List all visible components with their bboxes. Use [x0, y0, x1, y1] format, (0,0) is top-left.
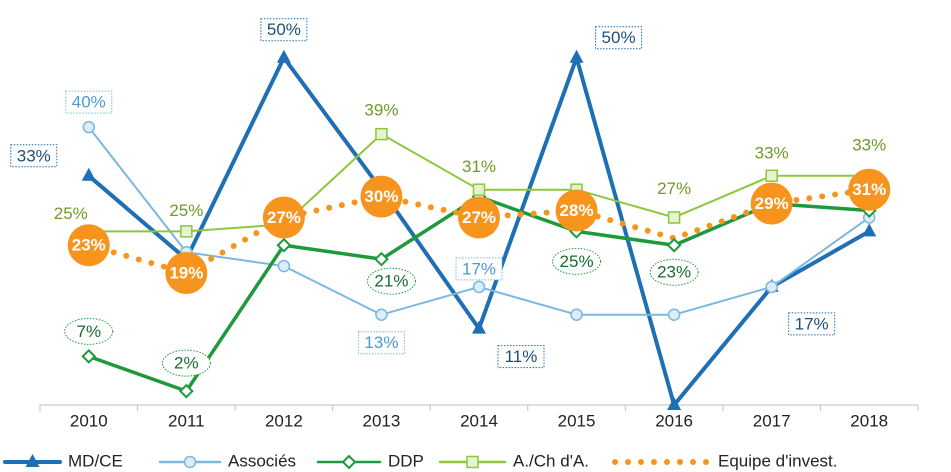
- data-label: 27%: [267, 208, 301, 227]
- data-label: 23%: [657, 263, 691, 282]
- label-box: [357, 331, 405, 355]
- marker: [276, 49, 291, 63]
- x-tick-label: 2012: [265, 411, 303, 430]
- data-label: 29%: [755, 194, 789, 213]
- marker: [375, 127, 388, 141]
- data-label: 17%: [795, 314, 829, 333]
- data-label: 33%: [17, 146, 51, 165]
- x-tick-label: 2011: [168, 411, 205, 430]
- marker: [374, 251, 389, 267]
- label-ellipse: [161, 349, 211, 377]
- marker: [25, 454, 40, 467]
- data-label: 27%: [462, 208, 496, 227]
- data-label: 13%: [364, 333, 398, 352]
- x-tick-label: 2018: [850, 411, 888, 430]
- x-tick-label: 2017: [753, 411, 791, 430]
- data-label: 40%: [72, 93, 106, 112]
- data-label: 25%: [169, 201, 203, 220]
- data-label: 39%: [364, 101, 398, 120]
- label-bubble: [750, 182, 793, 225]
- label-ellipse: [64, 317, 114, 345]
- data-label: 11%: [505, 347, 538, 366]
- marker: [667, 211, 681, 224]
- marker: [276, 237, 292, 253]
- label-bubble: [555, 189, 598, 232]
- label-box: [65, 90, 113, 114]
- data-label: 30%: [364, 187, 398, 206]
- label-bubble: [262, 196, 305, 239]
- data-label: 27%: [657, 179, 691, 198]
- marker: [666, 237, 682, 253]
- legend-label: Associés: [228, 451, 296, 470]
- label-box: [10, 144, 58, 168]
- x-tick-label: 2016: [655, 411, 693, 430]
- marker: [466, 455, 479, 469]
- data-label: 7%: [76, 322, 101, 341]
- marker: [81, 167, 96, 181]
- label-bubble: [67, 224, 110, 267]
- data-label: 33%: [755, 143, 789, 162]
- label-bubble: [458, 196, 500, 239]
- legend-label: MD/CE: [68, 451, 123, 470]
- marker: [183, 455, 197, 469]
- x-tick-label: 2015: [558, 411, 596, 430]
- data-label: 21%: [374, 272, 408, 291]
- label-box: [595, 26, 643, 50]
- marker: [765, 280, 778, 294]
- legend-label: Equipe d'invest.: [718, 451, 838, 470]
- data-label: 50%: [602, 28, 636, 47]
- data-label: 25%: [560, 252, 594, 271]
- x-tick-label: 2010: [70, 411, 108, 430]
- data-label: 31%: [852, 180, 886, 199]
- marker: [180, 225, 193, 238]
- label-ellipse: [552, 247, 602, 275]
- label-ellipse: [366, 267, 416, 295]
- data-label: 28%: [560, 201, 594, 220]
- marker: [472, 280, 486, 294]
- label-box: [455, 257, 503, 281]
- marker: [81, 348, 97, 364]
- data-label: 31%: [462, 157, 496, 176]
- data-label: 2%: [174, 354, 199, 373]
- label-ellipse: [649, 258, 699, 286]
- label-bubble: [165, 252, 208, 295]
- label-bubble: [360, 175, 403, 218]
- marker: [667, 308, 681, 321]
- x-tick-label: 2013: [363, 411, 401, 430]
- marker: [765, 169, 778, 183]
- label-bubble: [848, 168, 891, 211]
- marker: [178, 383, 194, 399]
- marker: [667, 397, 682, 410]
- marker: [569, 49, 584, 63]
- legend-label: DDP: [388, 451, 424, 470]
- data-label: 50%: [267, 20, 301, 39]
- marker: [472, 183, 486, 196]
- marker: [82, 120, 96, 134]
- marker: [277, 259, 291, 273]
- data-label: 19%: [169, 264, 203, 283]
- marker: [341, 454, 357, 470]
- marker: [375, 308, 388, 321]
- data-label: 17%: [462, 259, 496, 278]
- x-tick-label: 2014: [460, 411, 498, 430]
- data-label: 25%: [54, 204, 88, 223]
- marker: [862, 223, 877, 237]
- label-box: [788, 312, 836, 336]
- data-label: 23%: [72, 236, 106, 255]
- label-box: [497, 345, 545, 369]
- marker: [472, 320, 486, 334]
- marker: [570, 308, 583, 321]
- label-box: [260, 18, 308, 42]
- legend-label: A./Ch d'A.: [513, 451, 589, 470]
- data-label: 33%: [852, 135, 886, 154]
